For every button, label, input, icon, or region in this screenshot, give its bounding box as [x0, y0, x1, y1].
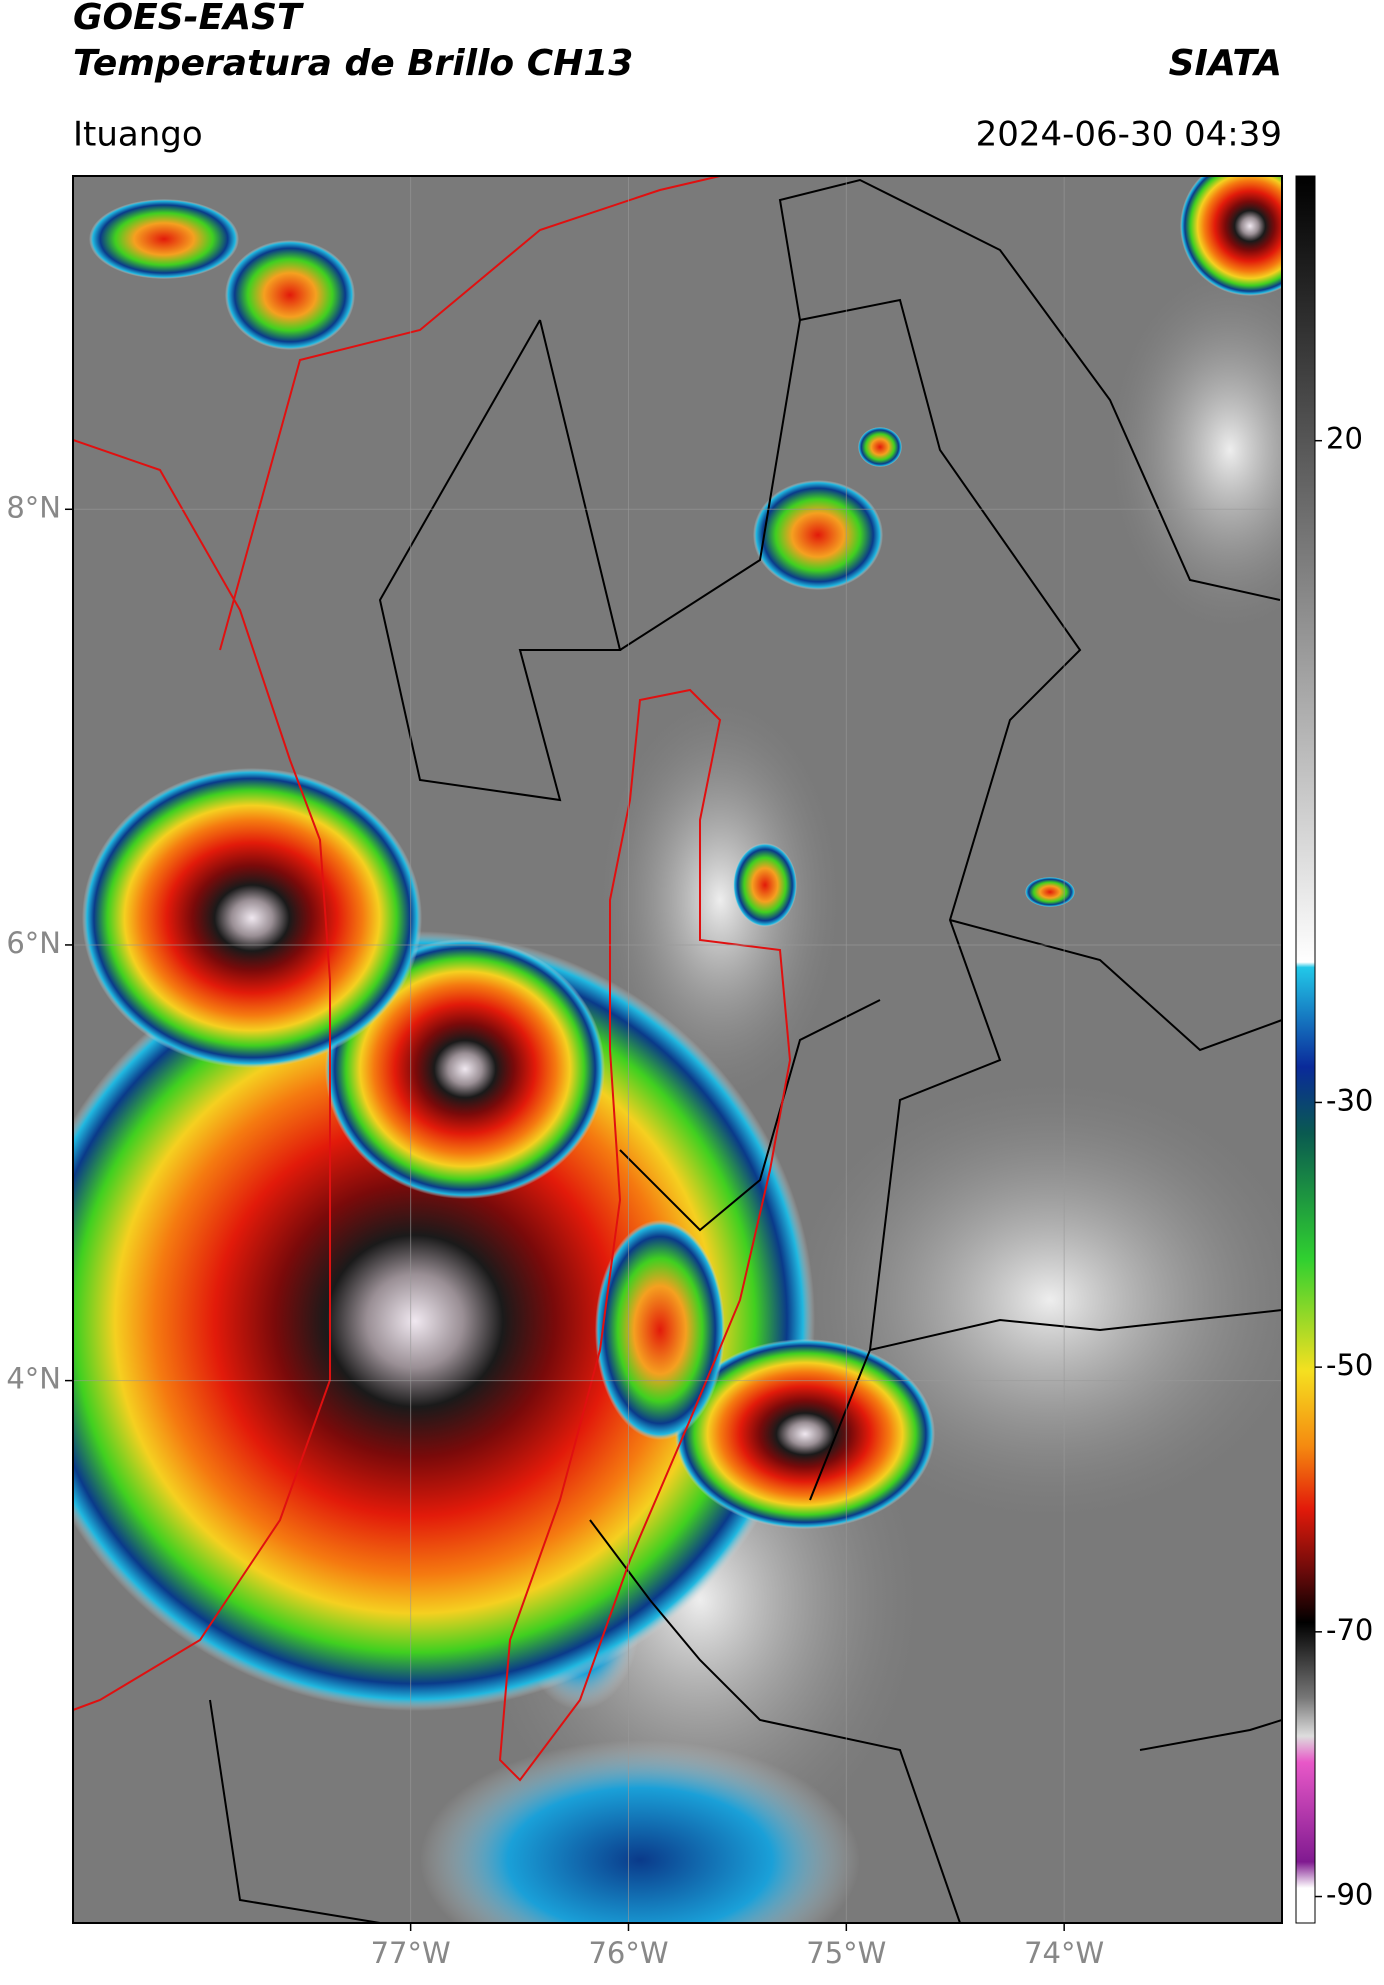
y-tick-label: 8°N — [6, 490, 61, 524]
colorbar-tick-label: -50 — [1326, 1348, 1373, 1382]
y-tick-label: 4°N — [6, 1362, 61, 1396]
y-tick-label: 6°N — [6, 926, 61, 960]
region-boundaries — [73, 176, 792, 1782]
location: Ituango — [73, 115, 203, 155]
x-tick-label: 75°W — [806, 1936, 886, 1970]
x-tick-label: 76°W — [588, 1936, 668, 1970]
borders — [209, 178, 1282, 1923]
source: SIATA — [1169, 43, 1282, 84]
subtitle: Temperatura de Brillo CH13 — [73, 43, 633, 84]
title: GOES-EAST — [73, 0, 304, 38]
colorbar-tick-label: -90 — [1326, 1878, 1373, 1912]
colorbar-tick-label: -70 — [1326, 1613, 1373, 1647]
map-frame — [72, 175, 1283, 1924]
colorbar-tick-label: -30 — [1326, 1083, 1373, 1117]
colorbar — [1295, 175, 1316, 1924]
colorbar-tick-label: 20 — [1326, 422, 1363, 456]
graticule — [73, 176, 1282, 1923]
x-tick-label: 74°W — [1024, 1936, 1104, 1970]
x-tick-label: 77°W — [371, 1936, 451, 1970]
datetime: 2024-06-30 04:39 — [976, 115, 1282, 155]
satellite-image — [73, 176, 1282, 1923]
